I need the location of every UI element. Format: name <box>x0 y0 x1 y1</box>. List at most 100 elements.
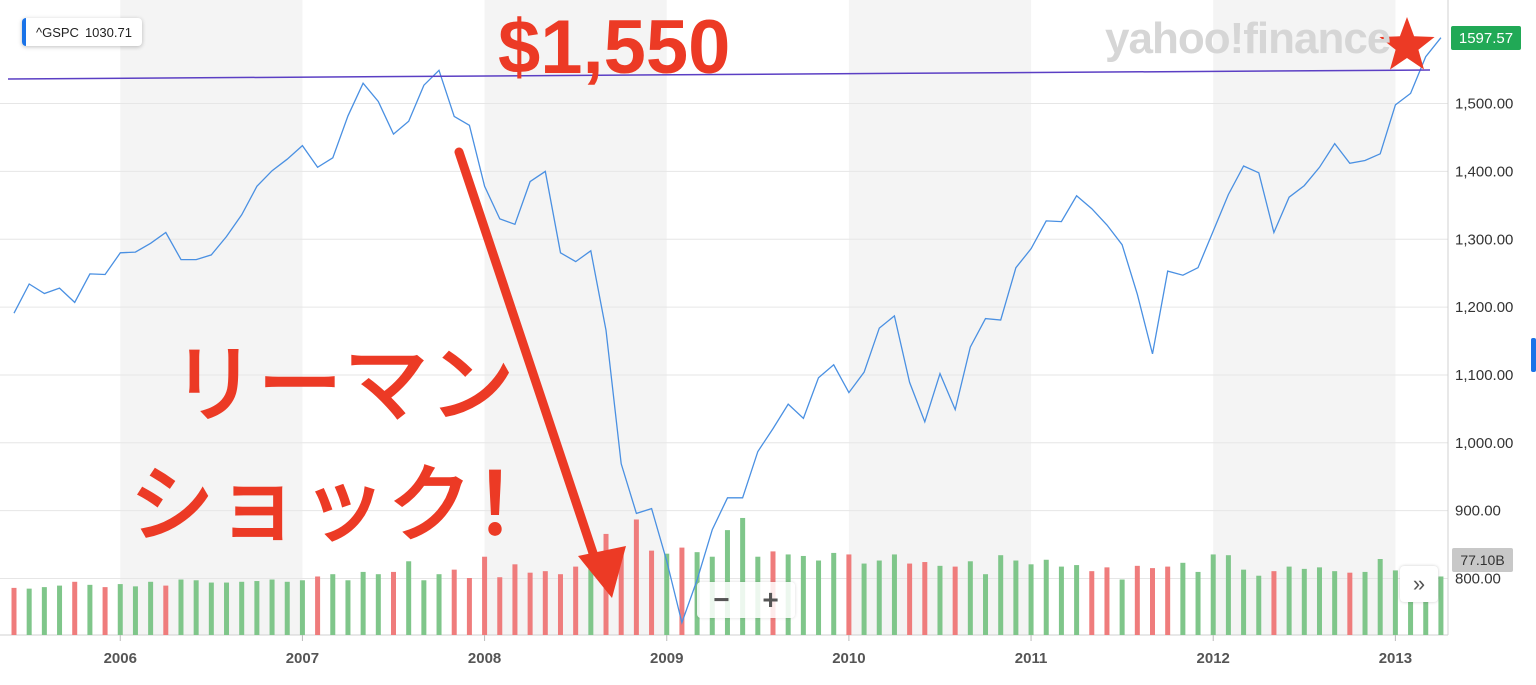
volume-bar <box>1210 554 1216 635</box>
annotation-arrow-layer <box>454 147 626 598</box>
zoom-controls: − + <box>697 582 795 618</box>
volume-bar <box>1058 566 1064 635</box>
volume-bar <box>72 581 78 635</box>
volume-bar <box>1225 555 1231 635</box>
expand-button[interactable]: » <box>1400 566 1438 602</box>
volume-bar <box>330 574 336 635</box>
volume-bar <box>1195 571 1201 635</box>
volume-bar <box>148 581 154 635</box>
volume-bar <box>87 584 93 635</box>
volume-bar <box>26 588 32 635</box>
volume-bar <box>937 565 943 635</box>
year-band-2012 <box>1213 0 1396 635</box>
volume-bar <box>1332 571 1338 635</box>
volume-bar <box>1286 566 1292 635</box>
volume-bar <box>573 566 579 635</box>
volume-bar <box>11 587 17 635</box>
volume-bar <box>208 582 214 635</box>
volume-bar <box>1316 567 1322 635</box>
resistance-line <box>7 69 1431 80</box>
volume-bar <box>451 569 457 635</box>
volume-bar <box>512 564 518 635</box>
grid-lines <box>0 0 1449 636</box>
volume-bar <box>497 577 503 635</box>
volume-bar <box>315 576 321 635</box>
volume-bar <box>527 572 533 635</box>
volume-bar <box>998 555 1004 635</box>
y-tick-label: 1,300.00 <box>1455 231 1513 248</box>
x-axis: 2006 2007 2008 2009 2010 2011 2012 2013 <box>104 635 1412 667</box>
volume-bar <box>891 554 897 635</box>
volume-bar <box>1377 559 1383 635</box>
volume-bar <box>163 585 169 635</box>
volume-bar <box>132 586 138 635</box>
volume-bar <box>360 571 366 635</box>
volume-bar <box>800 555 806 635</box>
volume-bar <box>193 580 199 635</box>
volume-bar <box>1438 576 1444 635</box>
volume-bar <box>1104 567 1110 635</box>
price-annotation: $1,550 <box>498 5 731 90</box>
volume-bar <box>1043 559 1049 635</box>
volume-bar <box>542 571 548 635</box>
volume-bar <box>224 582 230 635</box>
volume-bar <box>1362 571 1368 635</box>
volume-bar <box>907 563 913 635</box>
zoom-out-button[interactable]: − <box>713 584 730 615</box>
volume-bar <box>1074 565 1080 635</box>
volume-bar <box>406 561 412 635</box>
volume-bar <box>1165 566 1171 635</box>
volume-bar <box>466 578 472 635</box>
x-tick-label: 2013 <box>1379 650 1412 667</box>
y-tick-label: 1,100.00 <box>1455 367 1513 384</box>
volume-bar <box>102 587 108 635</box>
volume-bar <box>633 519 639 635</box>
volume-bar <box>1271 571 1277 635</box>
volume-bar <box>588 543 594 635</box>
price-line <box>13 37 1442 625</box>
volume-bar <box>557 574 563 635</box>
volume-bar <box>482 556 488 635</box>
ticker-label[interactable]: ^GSPC 1030.71 <box>22 18 142 46</box>
x-tick-label: 2010 <box>832 650 865 667</box>
volume-bar <box>239 581 245 635</box>
volume-badge: 77.10B <box>1452 548 1513 572</box>
x-tick-label: 2011 <box>1015 650 1048 667</box>
volume-bar <box>391 571 396 635</box>
volume-bar <box>861 563 867 635</box>
volume-bar <box>57 585 63 635</box>
lehman-text-line2: ショック！ <box>130 456 561 554</box>
year-band-2006 <box>120 0 303 635</box>
year-bands <box>120 0 1396 635</box>
y-tick-label: 1,400.00 <box>1455 163 1513 180</box>
volume-bar <box>1089 571 1095 635</box>
star-icon <box>1379 17 1435 70</box>
volume-bar <box>1347 572 1353 635</box>
volume-bar <box>876 560 882 635</box>
volume-bar <box>846 554 852 635</box>
x-tick-label: 2009 <box>650 650 683 667</box>
volume-bar <box>41 587 47 635</box>
volume-bar <box>1150 568 1155 635</box>
volume-bar <box>1408 584 1414 635</box>
last-price-badge: 1597.57 <box>1451 26 1521 50</box>
volume-bar <box>1301 568 1307 635</box>
x-tick-label: 2008 <box>468 650 501 667</box>
zoom-in-button[interactable]: + <box>762 584 779 615</box>
volume-bar <box>1423 579 1429 635</box>
y-axis: 800.00 900.00 1,000.00 1,100.00 1,200.00 1,30… <box>1455 96 1513 588</box>
volume-bar <box>664 553 670 635</box>
volume-bar <box>952 566 958 635</box>
volume-bar <box>1134 565 1140 635</box>
volume-bar <box>284 581 290 635</box>
scroll-handle[interactable] <box>1531 338 1536 372</box>
y-tick-label: 900.00 <box>1455 503 1501 520</box>
volume-bar <box>299 580 305 635</box>
volume-bar <box>1256 575 1262 635</box>
crash-arrow-head <box>578 546 626 598</box>
volume-bar <box>1013 560 1019 635</box>
x-tick-label: 2012 <box>1197 650 1230 667</box>
volume-bar <box>1392 570 1398 635</box>
ticker-symbol: ^GSPC <box>36 24 79 40</box>
